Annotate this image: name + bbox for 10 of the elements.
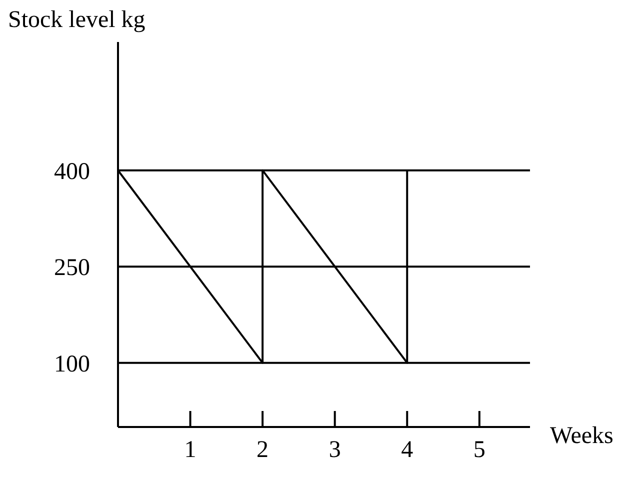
y-tick-label: 400	[54, 158, 90, 185]
x-axis-title: Weeks	[550, 423, 614, 449]
y-tick-label: 100	[54, 351, 90, 378]
x-tick-label: 2	[256, 437, 269, 463]
y-tick-label: 250	[54, 255, 90, 282]
x-tick-label: 3	[328, 437, 341, 463]
y-axis-title: Stock level kg	[8, 7, 146, 33]
x-tick-label: 4	[401, 437, 414, 463]
x-tick-label: 5	[473, 437, 486, 463]
x-tick-label: 1	[184, 437, 196, 463]
